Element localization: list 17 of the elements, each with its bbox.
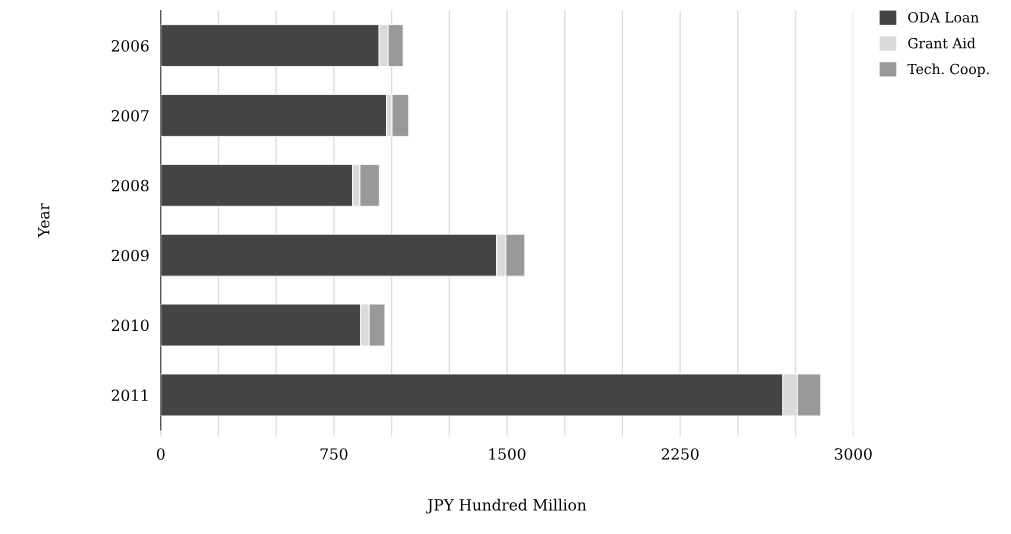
y-tick-label: 2010	[111, 319, 149, 332]
x-tick-label: 1500	[489, 448, 526, 460]
legend-label: Grant Aid	[908, 37, 976, 49]
x-tick-label: 3000	[835, 448, 872, 460]
bar	[160, 94, 387, 137]
y-axis-title: Year	[38, 203, 50, 238]
x-tick-label: 2250	[661, 448, 699, 460]
y-tick-label: 2007	[111, 109, 149, 122]
y-tick-label: 2008	[111, 179, 149, 192]
y-tick-label: 2006	[111, 40, 149, 52]
legend-label: ODA Loan	[908, 12, 979, 23]
y-tick-label: 2009	[111, 249, 149, 262]
x-tick-label: 0	[156, 448, 165, 460]
legend-label: Tech. Coop.	[907, 63, 989, 77]
x-tick-label: 750	[320, 448, 348, 460]
x-axis-title: JPY Hundred Million	[426, 498, 587, 514]
y-tick-label: 2011	[111, 389, 148, 401]
